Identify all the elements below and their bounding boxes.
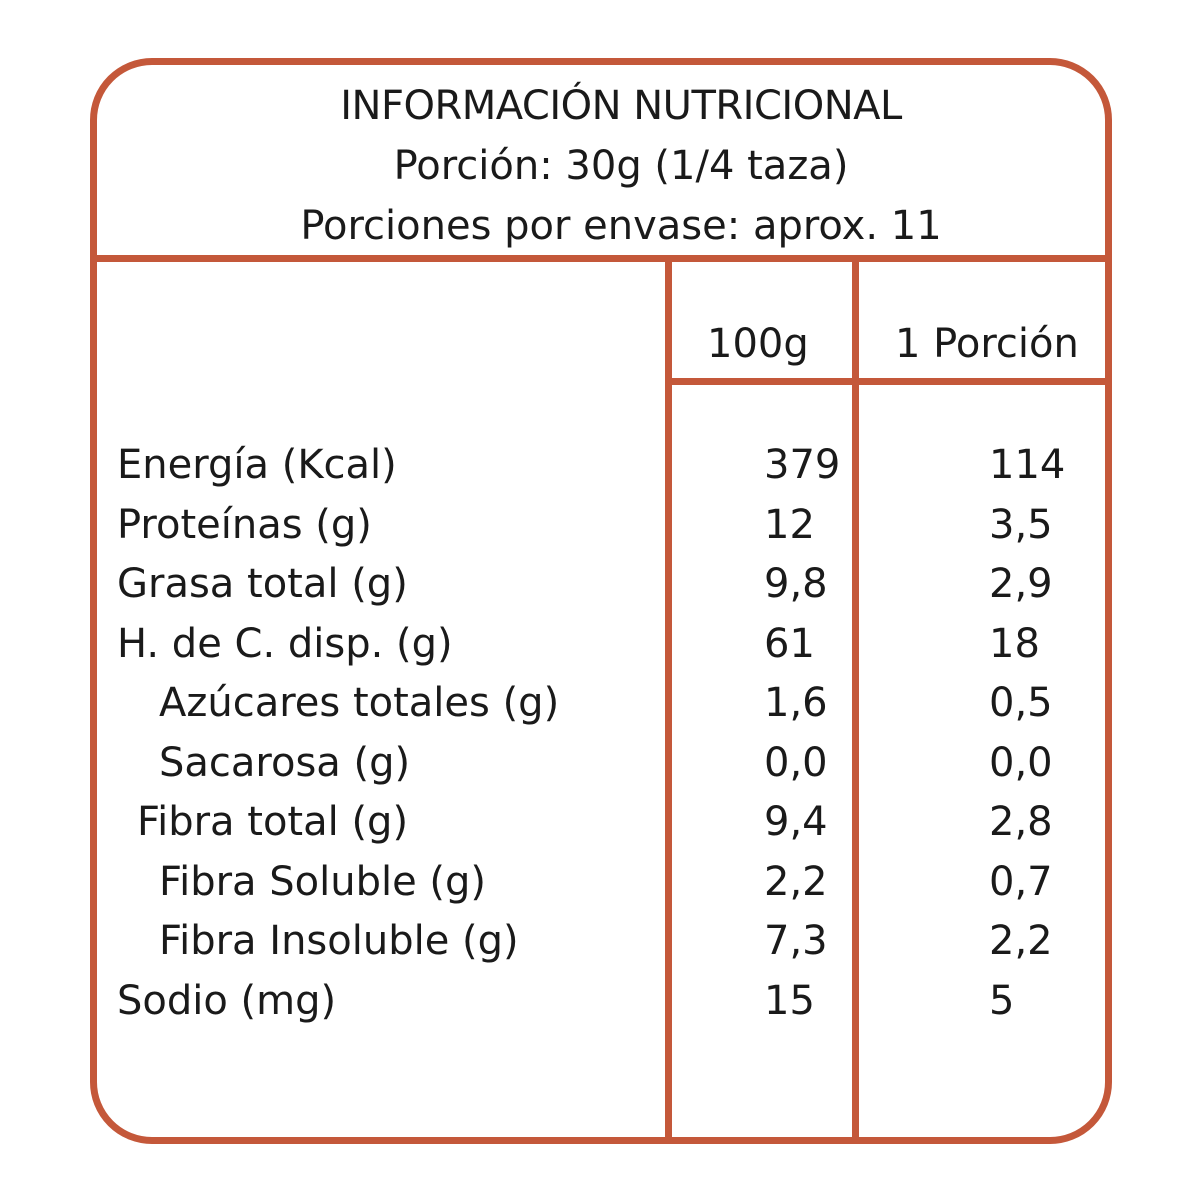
column-header-portion: 1 Porción xyxy=(895,321,1079,367)
nutrient-row: Fibra total (g) 9,4 2,8 xyxy=(97,792,1105,852)
column-header-divider xyxy=(665,378,1112,385)
nutrient-row: Proteínas (g) 12 3,5 xyxy=(97,495,1105,555)
nutrient-name: Fibra total (g) xyxy=(137,799,409,845)
serving-size: Porción: 30g (1/4 taza) xyxy=(393,143,849,189)
nutrient-name: Proteínas (g) xyxy=(117,501,372,548)
value-per-portion: 2,2 xyxy=(989,918,1053,964)
nutrient-row: Fibra Insoluble (g) 7,3 2,2 xyxy=(97,911,1105,971)
nutrient-name: Sacarosa (g) xyxy=(159,739,411,786)
value-per-portion: 5 xyxy=(989,977,1015,1024)
nutrition-facts-label: INFORMACIÓN NUTRICIONAL Porción: 30g (1/… xyxy=(90,58,1112,1144)
value-per-portion: 18 xyxy=(989,620,1040,667)
value-per-100g: 9,4 xyxy=(764,799,828,845)
nutrient-name: Fibra Soluble (g) xyxy=(159,858,487,905)
nutrient-row: Fibra Soluble (g) 2,2 0,7 xyxy=(97,852,1105,912)
value-per-portion: 0,0 xyxy=(989,739,1053,786)
value-per-100g: 1,6 xyxy=(764,680,828,726)
header-divider xyxy=(97,255,1105,262)
value-per-portion: 114 xyxy=(989,442,1066,488)
nutrient-row: H. de C. disp. (g) 61 18 xyxy=(97,614,1105,674)
value-per-portion: 0,7 xyxy=(989,858,1053,905)
value-per-100g: 0,0 xyxy=(764,739,828,786)
column-header-100g: 100g xyxy=(707,321,809,367)
nutrient-name: Grasa total (g) xyxy=(117,561,408,607)
value-per-100g: 7,3 xyxy=(764,918,828,964)
nutrient-name: Azúcares totales (g) xyxy=(159,680,560,726)
label-title: INFORMACIÓN NUTRICIONAL xyxy=(340,83,902,129)
nutrient-row: Sacarosa (g) 0,0 0,0 xyxy=(97,733,1105,793)
value-per-100g: 61 xyxy=(764,620,815,667)
column-divider-portion xyxy=(852,262,859,1141)
value-per-100g: 9,8 xyxy=(764,561,828,607)
value-per-100g: 15 xyxy=(764,977,815,1024)
value-per-100g: 379 xyxy=(764,442,841,488)
nutrient-row: Grasa total (g) 9,8 2,9 xyxy=(97,554,1105,614)
column-divider-100g xyxy=(665,262,672,1141)
value-per-100g: 2,2 xyxy=(764,858,828,905)
nutrient-name: H. de C. disp. (g) xyxy=(117,620,453,667)
value-per-portion: 2,9 xyxy=(989,561,1053,607)
value-per-portion: 3,5 xyxy=(989,501,1053,548)
value-per-100g: 12 xyxy=(764,501,815,548)
nutrient-row: Energía (Kcal) 379 114 xyxy=(97,435,1105,495)
label-header: INFORMACIÓN NUTRICIONAL Porción: 30g (1/… xyxy=(97,65,1105,255)
nutrient-name: Sodio (mg) xyxy=(117,977,337,1024)
value-per-portion: 0,5 xyxy=(989,680,1053,726)
value-per-portion: 2,8 xyxy=(989,799,1053,845)
nutrient-row: Sodio (mg) 15 5 xyxy=(97,971,1105,1031)
nutrient-row: Azúcares totales (g) 1,6 0,5 xyxy=(97,673,1105,733)
nutrient-name: Energía (Kcal) xyxy=(117,442,397,488)
servings-per-container: Porciones por envase: aprox. 11 xyxy=(300,203,942,249)
nutrient-name: Fibra Insoluble (g) xyxy=(159,918,519,964)
